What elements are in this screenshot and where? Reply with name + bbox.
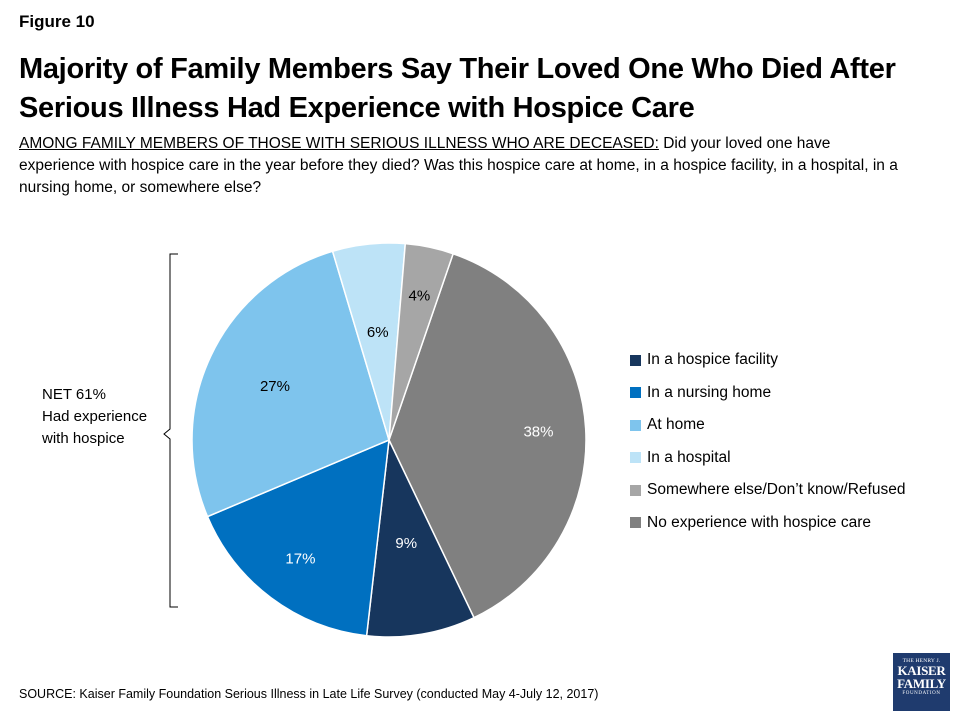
legend-item: In a hospital bbox=[630, 442, 905, 475]
logo-line-3: FAMILY bbox=[897, 676, 946, 691]
legend-swatch bbox=[630, 517, 641, 529]
legend-swatch bbox=[630, 387, 641, 399]
net-description: Had experience with hospice bbox=[42, 408, 148, 447]
legend: In a hospice facility In a nursing home At… bbox=[630, 344, 905, 539]
logo-line-1: THE HENRY J. bbox=[902, 658, 941, 664]
legend-label: At home bbox=[647, 416, 705, 434]
legend-swatch bbox=[630, 484, 641, 496]
legend-label: Somewhere else/Don’t know/Refused bbox=[647, 481, 906, 499]
net-bracket bbox=[163, 253, 178, 608]
net-annotation: NET 61% Had experience with hospice bbox=[42, 384, 152, 450]
pie-slice bbox=[388, 242, 455, 441]
legend-swatch bbox=[630, 354, 641, 366]
slice-label: 38% bbox=[523, 423, 553, 440]
slice-label: 17% bbox=[285, 550, 315, 567]
legend-item: At home bbox=[630, 409, 905, 442]
source-note: SOURCE: Kaiser Family Foundation Serious… bbox=[19, 687, 599, 701]
subtitle-question: Did your loved one have experience with … bbox=[19, 135, 898, 196]
pie-slice bbox=[365, 437, 475, 638]
logo-line-2: KAISER bbox=[897, 663, 946, 678]
subtitle-lead: AMONG FAMILY MEMBERS OF THOSE WITH SERIO… bbox=[19, 135, 659, 152]
legend-label: In a hospital bbox=[647, 448, 731, 466]
slice-label: 9% bbox=[395, 535, 417, 552]
legend-swatch bbox=[630, 452, 641, 464]
slice-label: 27% bbox=[260, 378, 290, 395]
legend-label: In a nursing home bbox=[647, 383, 772, 401]
net-value: NET 61% bbox=[42, 386, 106, 403]
legend-item: No experience with hospice care bbox=[630, 507, 905, 540]
legend-label: In a hospice facility bbox=[647, 351, 778, 369]
kff-logo: THE HENRY J. KAISER FAMILY FOUNDATION bbox=[893, 653, 950, 711]
legend-item: Somewhere else/Don’t know/Refused bbox=[630, 474, 905, 507]
chart-subtitle: AMONG FAMILY MEMBERS OF THOSE WITH SERIO… bbox=[19, 133, 899, 199]
pie-slice bbox=[191, 250, 390, 518]
legend-item: In a nursing home bbox=[630, 377, 905, 410]
pie-slice bbox=[206, 438, 390, 637]
legend-label: No experience with hospice care bbox=[647, 513, 872, 531]
chart-title: Majority of Family Members Say Their Lov… bbox=[19, 53, 896, 124]
legend-swatch bbox=[630, 419, 641, 431]
slice-label: 4% bbox=[409, 287, 431, 304]
slice-label: 6% bbox=[367, 324, 389, 341]
pie-slice bbox=[388, 252, 587, 619]
legend-item: In a hospice facility bbox=[630, 344, 905, 377]
logo-line-4: FOUNDATION bbox=[902, 691, 941, 696]
figure-label: Figure 10 bbox=[19, 12, 95, 31]
